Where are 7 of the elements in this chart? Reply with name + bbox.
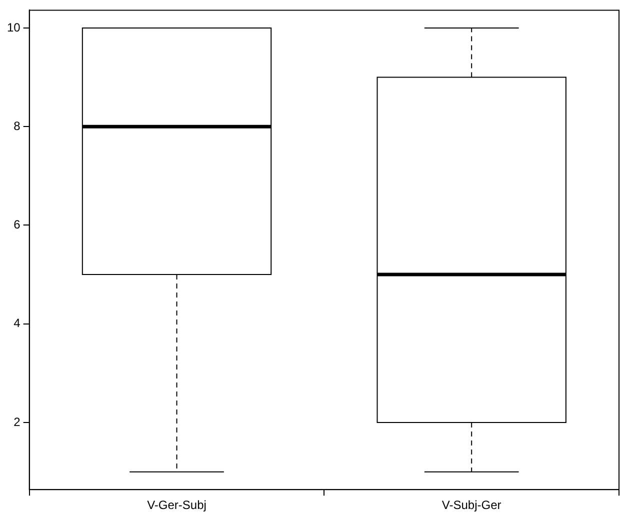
y-tick-label: 2 bbox=[14, 414, 21, 429]
x-tick-label: V-Ger-Subj bbox=[147, 498, 206, 512]
y-tick-label: 10 bbox=[6, 20, 21, 34]
y-tick-label: 8 bbox=[14, 118, 21, 133]
x-tick-label: V-Subj-Ger bbox=[442, 498, 502, 512]
y-tick-label: 6 bbox=[14, 218, 21, 232]
y-tick-label: 4 bbox=[14, 316, 21, 330]
